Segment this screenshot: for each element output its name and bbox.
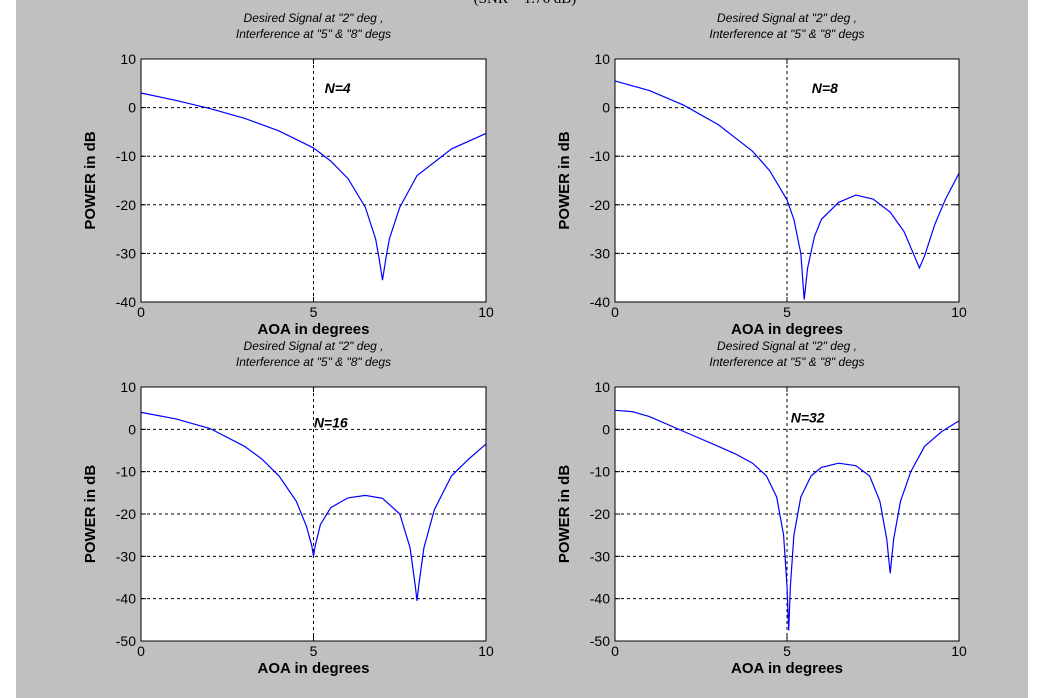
panel-4-x-tick-label: 10 — [951, 643, 967, 659]
panel-1-title: Desired Signal at "2" deg , — [244, 11, 384, 25]
panel-4-title: Desired Signal at "2" deg , — [717, 339, 857, 353]
panel-3-n-annotation: N=16 — [314, 415, 348, 431]
panel-2-x-tick-label: 10 — [951, 304, 967, 320]
panel-3-series-line — [140, 411, 487, 601]
panel-1-x-tick-label: 5 — [310, 304, 318, 320]
panel-4-subtitle: Interference at "5" & "8" degs — [709, 355, 864, 369]
panel-3-y-tick-label: 10 — [120, 379, 136, 395]
panel-4-x-axis-label: AOA in degrees — [731, 660, 843, 677]
panel-4-y-tick-label: 10 — [594, 379, 610, 395]
panel-2-n-annotation: N=8 — [812, 80, 838, 96]
panel-1-x-axis-label: AOA in degrees — [258, 321, 370, 338]
panel-4-x-tick-label: 0 — [611, 643, 619, 659]
panel-2-y-tick-label: -30 — [590, 245, 610, 261]
panel-2-title: Desired Signal at "2" deg , — [717, 11, 857, 25]
panel-2-y-tick-label: -10 — [590, 148, 610, 164]
panel-2-x-axis-label: AOA in degrees — [731, 321, 843, 338]
panel-3-y-tick-label: -30 — [116, 548, 136, 564]
panel-3-y-tick-label: -50 — [116, 633, 136, 649]
panel-3-y-tick-label: -10 — [116, 464, 136, 480]
panel-3-x-tick-label: 0 — [137, 643, 145, 659]
panel-2-x-tick-label: 0 — [611, 304, 619, 320]
panel-3-y-tick-label: -40 — [116, 591, 136, 607]
panel-4-y-axis-label: POWER in dB — [556, 465, 573, 563]
panel-4-y-tick-label: -30 — [590, 548, 610, 564]
panel-1-y-tick-label: 0 — [128, 100, 136, 116]
panel-3-x-tick-label: 10 — [478, 643, 494, 659]
panel-4-y-tick-label: -10 — [590, 464, 610, 480]
panel-4-x-tick-label: 5 — [783, 643, 791, 659]
panel-2-subtitle: Interference at "5" & "8" degs — [709, 27, 864, 41]
panel-1-y-axis-label: POWER in dB — [82, 131, 99, 229]
panel-1-x-tick-label: 10 — [478, 304, 494, 320]
panel-2-series-line — [614, 80, 960, 300]
panel-2-x-tick-label: 5 — [783, 304, 791, 320]
panel-1-y-tick-label: -20 — [116, 197, 136, 213]
panel-2-y-axis-label: POWER in dB — [556, 131, 573, 229]
panel-4-y-tick-label: -40 — [590, 591, 610, 607]
panel-3-y-tick-label: 0 — [128, 421, 136, 437]
panel-2-y-tick-label: 10 — [594, 51, 610, 67]
panel-3-subtitle: Interference at "5" & "8" degs — [236, 355, 391, 369]
panel-4-series-line — [614, 409, 960, 631]
panel-4-y-tick-label: -50 — [590, 633, 610, 649]
panel-2-y-tick-label: -20 — [590, 197, 610, 213]
panel-4-y-tick-label: -20 — [590, 506, 610, 522]
panel-3-y-tick-label: -20 — [116, 506, 136, 522]
panel-3-x-axis-label: AOA in degrees — [258, 660, 370, 677]
panel-3-y-axis-label: POWER in dB — [82, 465, 99, 563]
panel-3-x-tick-label: 5 — [310, 643, 318, 659]
panel-1-subtitle: Interference at "5" & "8" degs — [236, 27, 391, 41]
panel-1-x-tick-label: 0 — [137, 304, 145, 320]
panel-1-y-tick-label: 10 — [120, 51, 136, 67]
panel-4-n-annotation: N=32 — [791, 410, 825, 426]
panel-2-y-tick-label: 0 — [602, 100, 610, 116]
panel-3-title: Desired Signal at "2" deg , — [244, 339, 384, 353]
panel-4-y-tick-label: 0 — [602, 421, 610, 437]
panel-2-y-tick-label: -40 — [590, 294, 610, 310]
figure-title: (SNR = 1.76 dB) — [0, 0, 1050, 8]
panel-1-y-tick-label: -40 — [116, 294, 136, 310]
panel-1-y-tick-label: -10 — [116, 148, 136, 164]
panel-1-n-annotation: N=4 — [325, 80, 351, 96]
panel-1-series-line — [140, 92, 487, 281]
panel-1-y-tick-label: -30 — [116, 245, 136, 261]
